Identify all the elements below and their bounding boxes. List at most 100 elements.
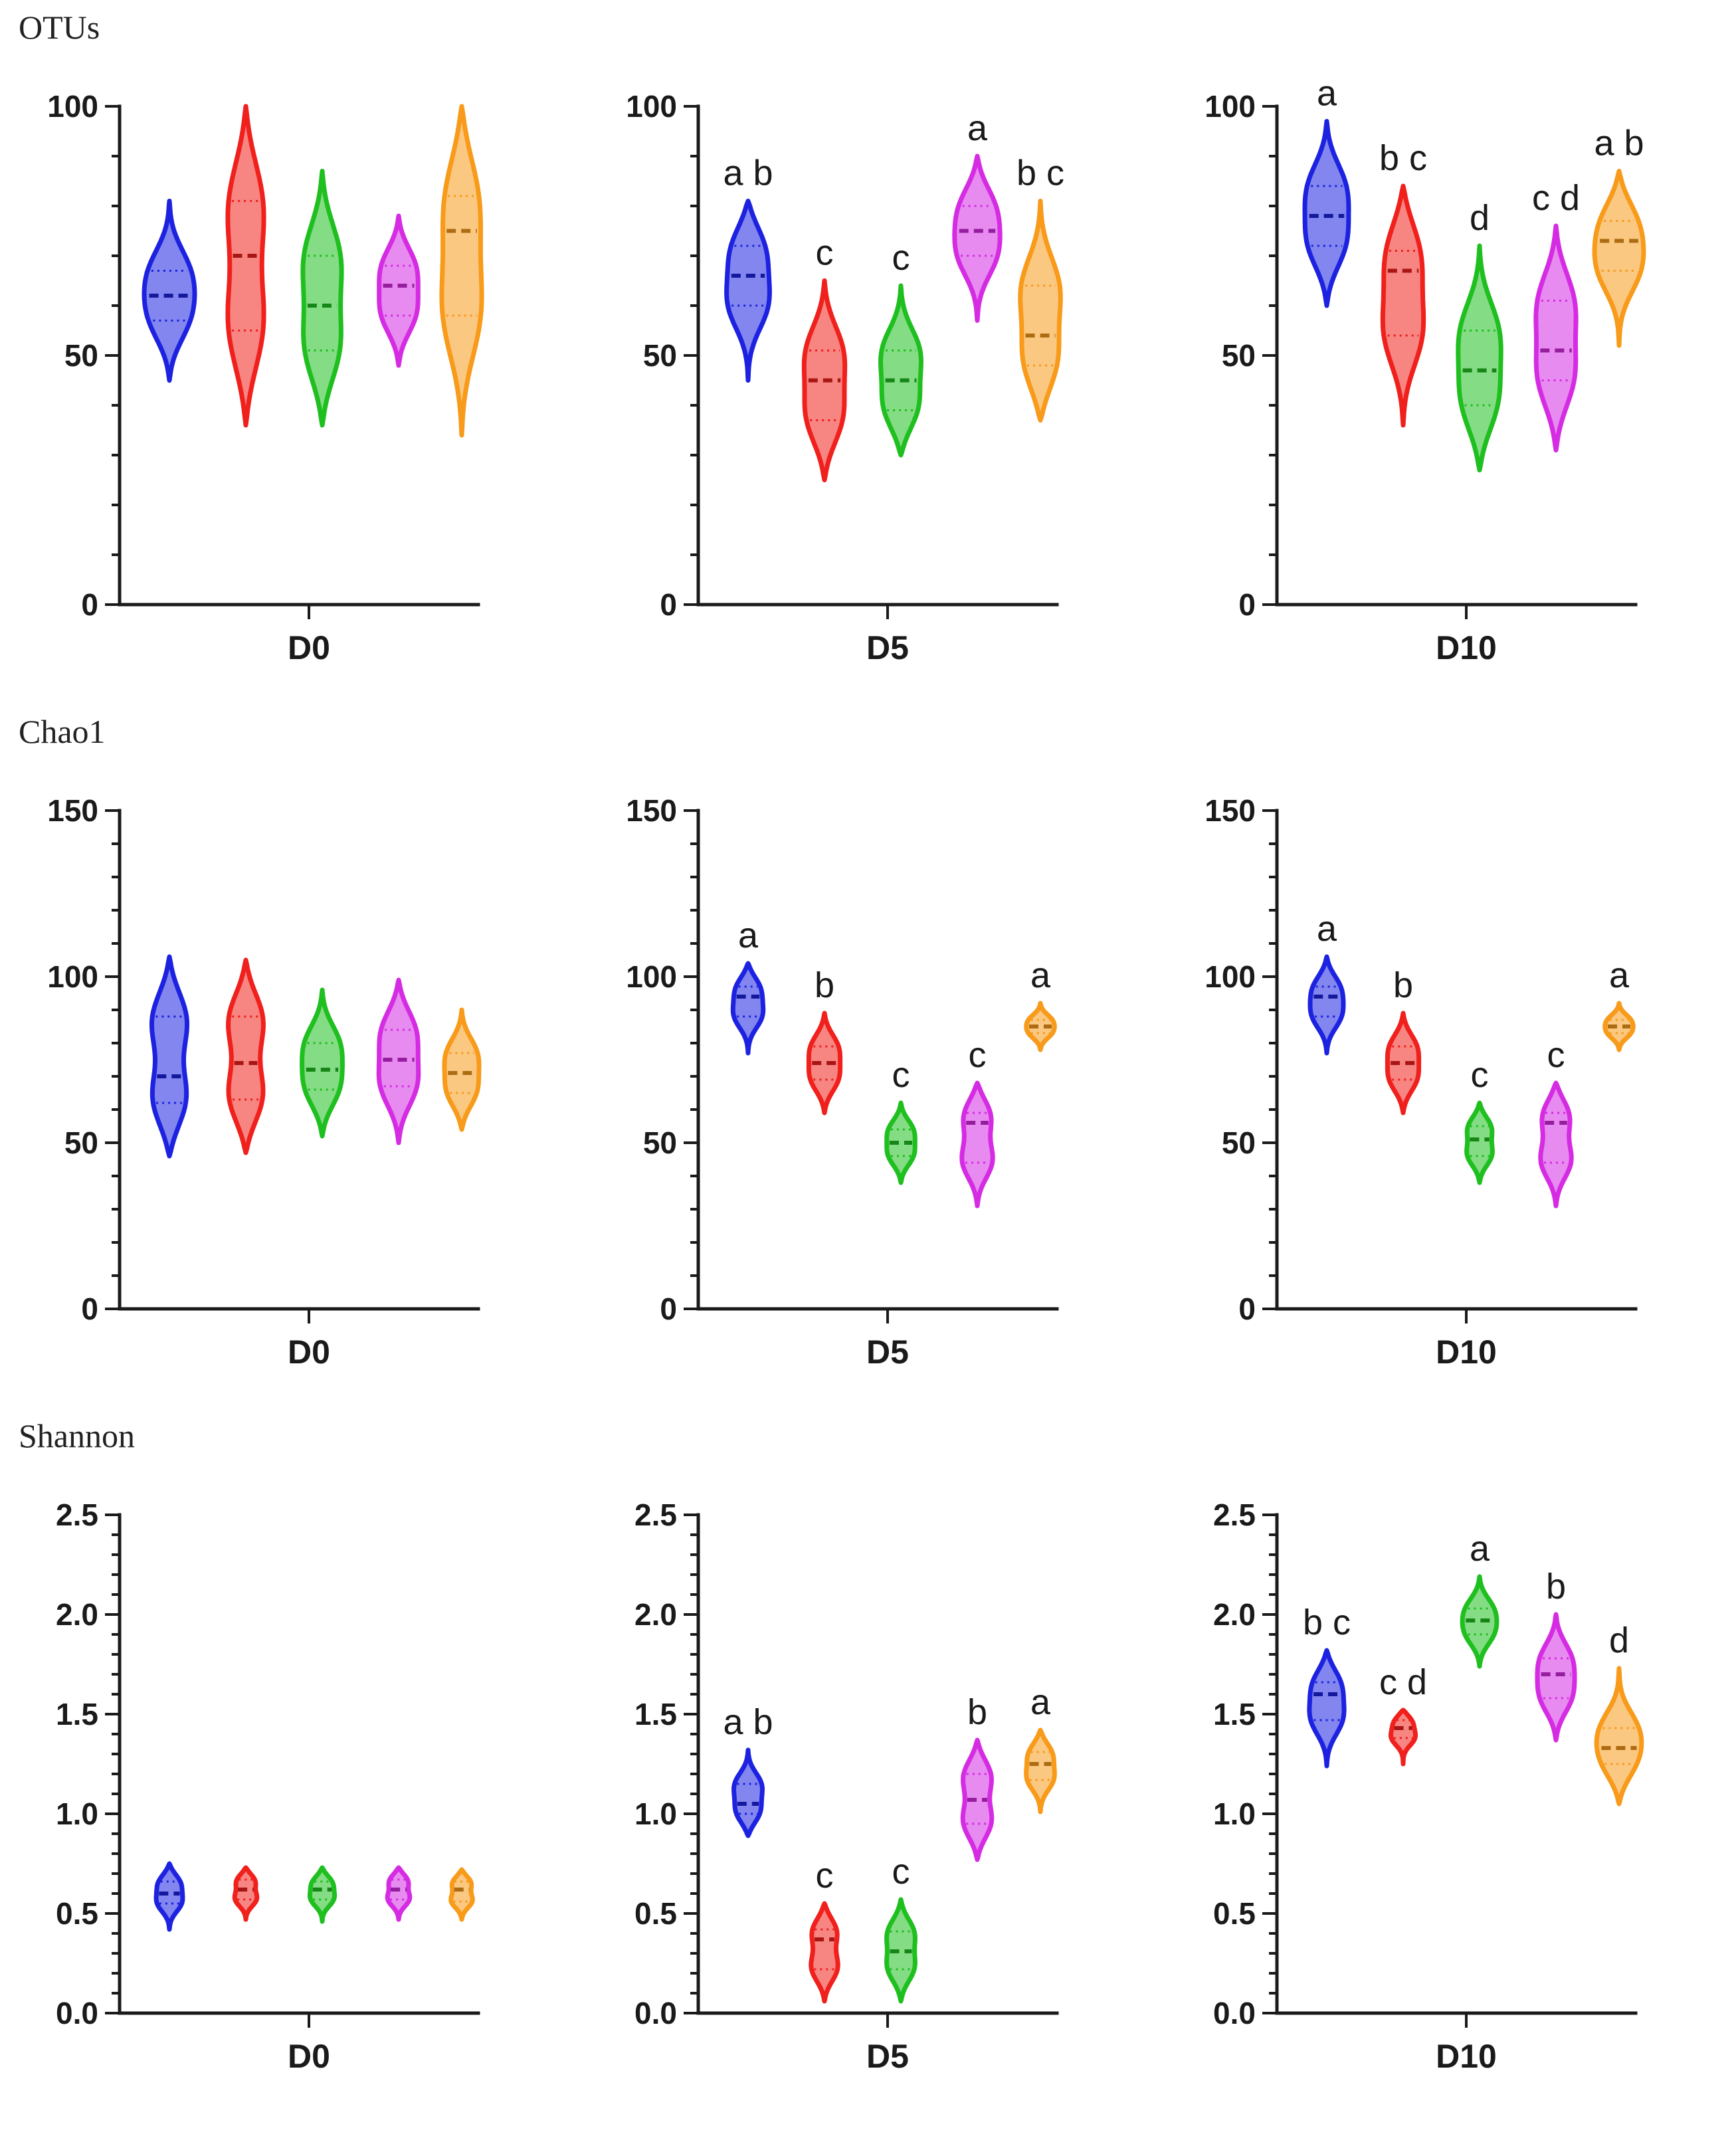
y-tick-label: 100: [47, 89, 98, 124]
significance-letter: a b: [723, 153, 773, 193]
significance-letter: d: [1470, 198, 1490, 238]
significance-letter: a: [1470, 1529, 1490, 1569]
violin-chao1-d0-orange: [442, 1007, 482, 1132]
violin-panel-otus-d0: 0 50 100 D0: [47, 89, 484, 666]
significance-letter: a b: [723, 1702, 773, 1742]
y-tick-label: 2.5: [634, 1498, 677, 1532]
y-tick-label: 50: [1222, 338, 1256, 373]
significance-letter: c d: [1532, 178, 1580, 218]
y-tick-label: 100: [1205, 959, 1256, 994]
row-title-otus: OTUs: [19, 9, 100, 46]
significance-letter: a: [1030, 955, 1051, 995]
significance-letter: a: [1030, 1682, 1051, 1722]
y-tick-label: 2.5: [1213, 1498, 1256, 1532]
y-tick-label: 100: [626, 89, 677, 124]
violin-chao1-d5-green: [884, 1100, 917, 1185]
y-tick-label: 100: [47, 959, 98, 994]
violin-shannon-d10-magenta: [1535, 1612, 1577, 1743]
violin-panel-otus-d5: 0 50 100 D5 a b c c a b c: [626, 89, 1064, 666]
y-tick-label: 0: [1238, 587, 1256, 622]
y-tick-label: 0: [660, 1292, 677, 1326]
y-tick-label: 0.0: [1213, 1996, 1256, 2030]
violin-otus-d0-red: [225, 104, 266, 428]
x-axis-label: D10: [1436, 629, 1497, 666]
significance-letter: c: [816, 233, 834, 273]
y-tick-label: 0.0: [634, 1996, 677, 2030]
y-tick-label: 100: [1205, 89, 1256, 124]
y-tick-label: 2.0: [634, 1597, 677, 1632]
significance-letter: c: [816, 1856, 834, 1896]
significance-letter: c: [1547, 1035, 1565, 1075]
violin-chao1-d10-magenta: [1538, 1080, 1574, 1209]
violin-panel-shannon-d5: 0.0 0.5 1.0 1.5 2.0 2.5 D5 a b c c b a: [634, 1498, 1059, 2075]
violin-chao1-d10-green: [1464, 1100, 1495, 1185]
violin-shannon-d0-red: [232, 1865, 260, 1922]
violin-otus-d10-orange: [1592, 169, 1646, 348]
significance-letter: b c: [1016, 153, 1064, 193]
x-axis-label: D5: [866, 629, 909, 666]
y-tick-label: 2.5: [56, 1498, 98, 1532]
y-tick-label: 50: [64, 338, 98, 373]
x-axis-label: D0: [288, 2038, 330, 2075]
y-tick-label: 0.5: [1213, 1896, 1256, 1931]
row-title-shannon: Shannon: [19, 1417, 135, 1454]
y-tick-label: 0.5: [634, 1896, 677, 1931]
violin-panel-chao1-d10: 0 50 100 150 D10 a b c c a: [1205, 793, 1638, 1371]
y-tick-label: 0.0: [56, 1996, 98, 2030]
y-tick-label: 50: [643, 1125, 677, 1160]
violin-shannon-d5-red: [809, 1901, 840, 2004]
significance-letter: c d: [1379, 1662, 1427, 1702]
violin-chao1-d10-orange: [1602, 1001, 1636, 1052]
y-tick-label: 2.0: [1213, 1597, 1256, 1632]
y-tick-label: 2.0: [56, 1597, 98, 1632]
violin-otus-d0-orange: [439, 104, 484, 438]
violin-otus-d10-blue: [1302, 119, 1351, 308]
violin-chao1-d10-blue: [1307, 954, 1346, 1056]
significance-letter: b c: [1303, 1603, 1351, 1642]
violin-shannon-d0-green: [307, 1865, 338, 1924]
significance-letter: b: [1546, 1567, 1566, 1607]
violin-shannon-d5-green: [884, 1897, 917, 2004]
x-axis-label: D10: [1436, 2038, 1497, 2075]
violin-otus-d5-blue: [724, 199, 772, 383]
significance-letter: a b: [1594, 124, 1644, 163]
violin-otus-d10-red: [1380, 183, 1426, 428]
y-tick-label: 1.0: [634, 1797, 677, 1831]
violin-chao1-d5-red: [806, 1011, 843, 1116]
y-tick-label: 1.5: [634, 1697, 677, 1731]
violin-shannon-d10-orange: [1594, 1666, 1644, 1806]
y-tick-label: 0.5: [56, 1896, 98, 1931]
violin-shannon-d10-green: [1460, 1574, 1499, 1669]
y-tick-label: 50: [643, 338, 677, 373]
significance-letter: b: [1393, 965, 1413, 1005]
x-axis-label: D0: [288, 629, 330, 666]
significance-letter: d: [1609, 1620, 1629, 1660]
significance-letter: a: [1317, 909, 1337, 949]
significance-letter: a: [1609, 955, 1630, 995]
violin-otus-d5-magenta: [952, 153, 1003, 323]
violin-otus-d0-green: [300, 169, 344, 428]
violin-otus-d10-magenta: [1533, 223, 1579, 452]
y-tick-label: 0: [81, 587, 98, 622]
y-tick-label: 100: [626, 959, 677, 994]
violin-chao1-d0-red: [226, 957, 266, 1155]
violin-otus-d10-green: [1456, 243, 1503, 472]
violin-shannon-d10-red: [1389, 1707, 1418, 1767]
y-tick-label: 0: [81, 1292, 98, 1326]
x-axis-label: D0: [288, 1333, 330, 1371]
violin-otus-d5-orange: [1018, 199, 1063, 423]
significance-letter: c: [969, 1035, 987, 1075]
violin-chao1-d5-orange: [1024, 1001, 1057, 1052]
significance-letter: c: [892, 1852, 910, 1892]
y-tick-label: 150: [626, 793, 677, 828]
row-title-chao1: Chao1: [19, 713, 106, 750]
x-axis-label: D5: [866, 2038, 909, 2075]
y-tick-label: 1.5: [56, 1697, 98, 1731]
violin-shannon-d5-orange: [1024, 1727, 1057, 1814]
violin-shannon-d0-blue: [153, 1861, 185, 1932]
significance-letter: c: [1471, 1055, 1489, 1095]
violin-chao1-d0-blue: [149, 954, 189, 1159]
significance-letter: b: [967, 1692, 987, 1732]
significance-letter: c: [892, 238, 910, 278]
violin-otus-d5-green: [878, 283, 923, 458]
